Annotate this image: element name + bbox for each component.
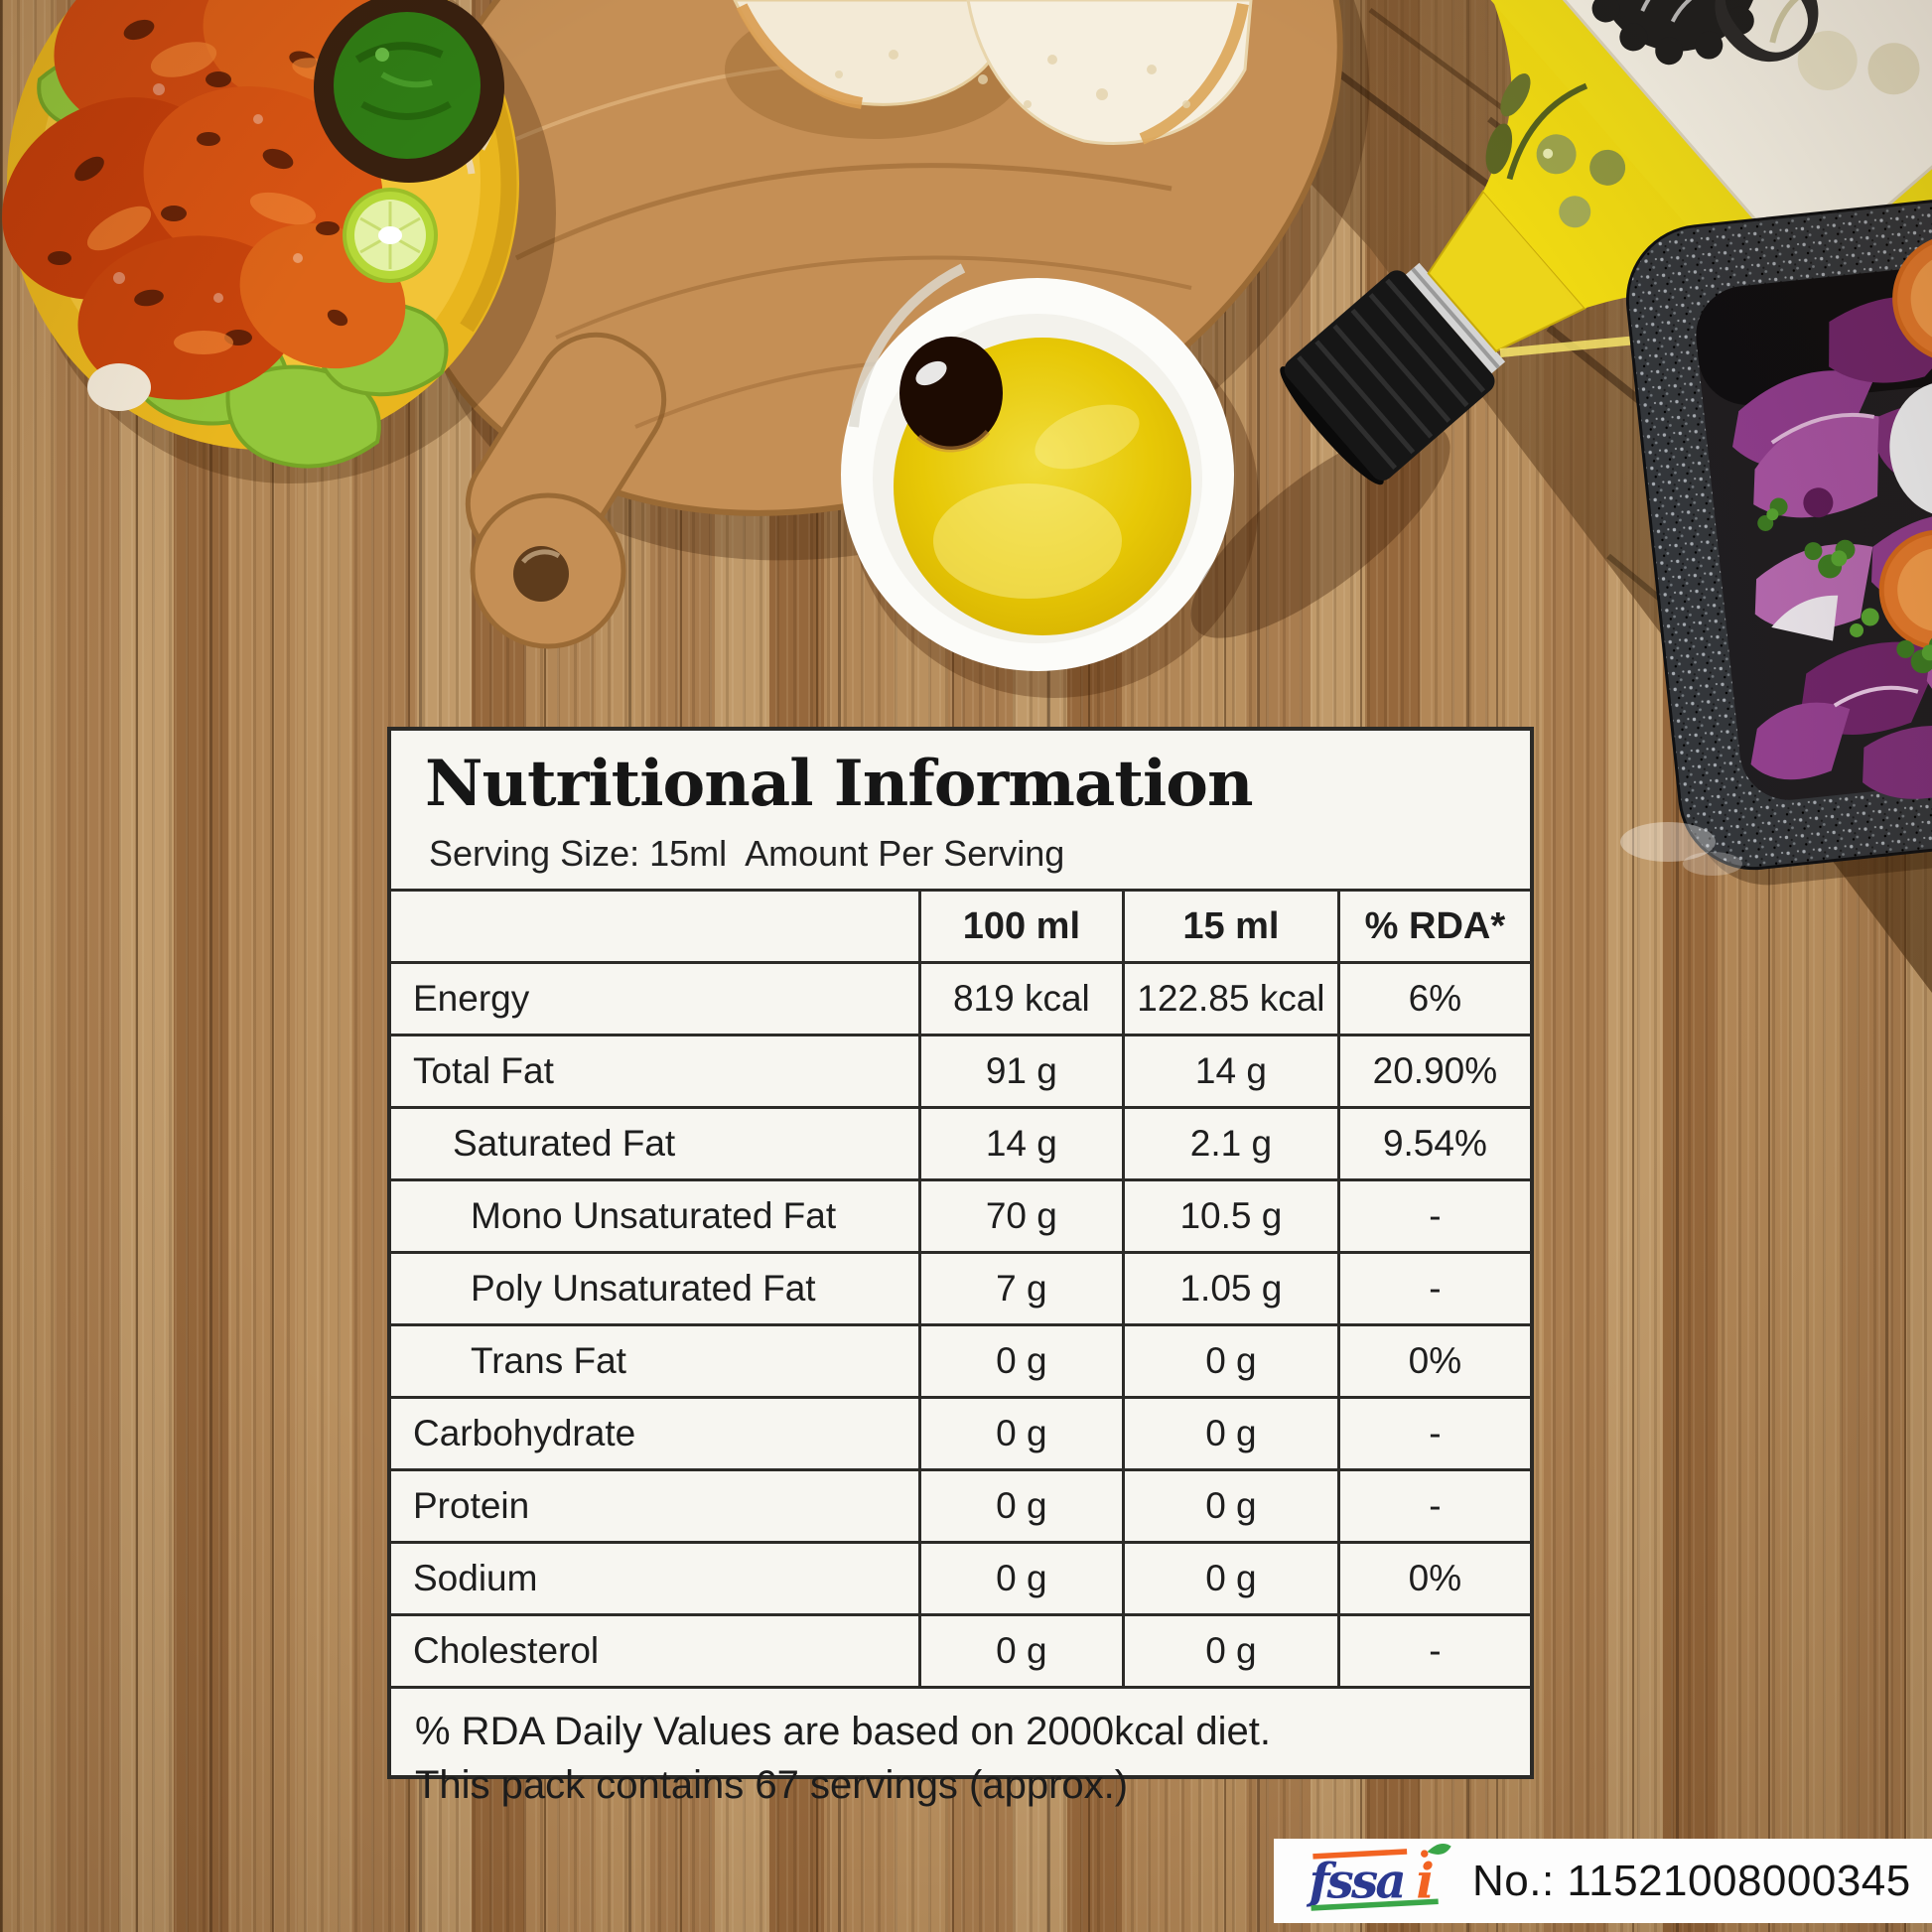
value-15ml: 0 g bbox=[1122, 1613, 1340, 1688]
nutrient-label: Total Fat bbox=[389, 1034, 921, 1109]
salad-tray bbox=[1620, 175, 1932, 886]
nutrient-label: Cholesterol bbox=[389, 1613, 921, 1688]
value-rda: - bbox=[1336, 1613, 1532, 1688]
value-15ml: 1.05 g bbox=[1122, 1251, 1340, 1326]
nutrition-table-wrap: 100 ml 15 ml% RDA* Energy 819 kcal 122.85 k… bbox=[389, 889, 1532, 1689]
nutrition-table: 100 ml 15 ml% RDA* Energy 819 kcal 122.85 k… bbox=[389, 890, 1532, 1688]
value-100ml: 819 kcal bbox=[917, 961, 1126, 1036]
tandoori-chicken-plate bbox=[2, 0, 556, 483]
value-15ml: 2.1 g bbox=[1122, 1106, 1340, 1181]
carrot-slices bbox=[1878, 234, 1932, 650]
green-chutney-bowl bbox=[314, 0, 504, 183]
table-row: Energy 819 kcal 122.85 kcal 6% bbox=[389, 961, 1532, 1036]
value-100ml: 14 g bbox=[917, 1106, 1126, 1181]
fssai-license-number: No.: 11521008000345 bbox=[1472, 1856, 1911, 1905]
flour-smudge bbox=[1683, 852, 1742, 876]
lime-slice bbox=[343, 188, 438, 283]
nutrient-label: Protein bbox=[389, 1468, 921, 1544]
header-cell-0 bbox=[389, 890, 921, 964]
fssai-logo-bottom-bar bbox=[1311, 1897, 1439, 1911]
value-15ml: 0 g bbox=[1122, 1541, 1340, 1616]
value-rda: 20.90% bbox=[1336, 1034, 1532, 1109]
value-15ml: 0 g bbox=[1122, 1396, 1340, 1471]
table-row: Total Fat 91 g 14 g 20.90% bbox=[389, 1034, 1532, 1109]
header-row: 100 ml 15 ml% RDA* bbox=[389, 890, 1532, 964]
onion-chunk bbox=[1889, 381, 1932, 517]
value-100ml: 0 g bbox=[917, 1468, 1126, 1544]
value-15ml: 0 g bbox=[1122, 1323, 1340, 1399]
olive-oil-bottle: O bbox=[1190, 0, 1932, 638]
bottle-label-olive-art bbox=[1769, 0, 1920, 95]
value-100ml: 70 g bbox=[917, 1178, 1126, 1254]
value-100ml: 0 g bbox=[917, 1323, 1126, 1399]
value-100ml: 0 g bbox=[917, 1613, 1126, 1688]
fssai-logo-text: fssa bbox=[1307, 1854, 1404, 1909]
bottle-badge bbox=[1591, 0, 1759, 66]
header-cell-1: 100 ml bbox=[917, 890, 1126, 964]
fssai-logo-i: i bbox=[1416, 1854, 1434, 1909]
value-15ml: 10.5 g bbox=[1122, 1178, 1340, 1254]
value-rda: 6% bbox=[1336, 961, 1532, 1036]
nutrient-label: Energy bbox=[389, 961, 921, 1036]
nutrient-label: Poly Unsaturated Fat bbox=[389, 1251, 921, 1326]
value-rda: - bbox=[1336, 1178, 1532, 1254]
header-cell-2: 15 ml bbox=[1122, 890, 1340, 964]
footnote-line-1: % RDA Daily Values are based on 2000kcal… bbox=[415, 1710, 1271, 1753]
bread-slices bbox=[725, 0, 1253, 146]
fssai-strip: fssa i No.: 11521008000345 bbox=[1274, 1839, 1932, 1923]
bottle-label bbox=[1551, 0, 1932, 276]
bowl-of-olive-oil bbox=[841, 263, 1259, 698]
table-row: Poly Unsaturated Fat 7 g 1.05 g- bbox=[389, 1251, 1532, 1326]
serving-size-line: Serving Size: 15ml Amount Per Serving bbox=[429, 833, 1065, 874]
bottle-olive-sprig bbox=[1485, 73, 1626, 228]
footnote: % RDA Daily Values are based on 2000kcal… bbox=[415, 1705, 1530, 1812]
fssai-leaf-dot bbox=[1421, 1849, 1429, 1858]
parsley bbox=[1757, 497, 1932, 674]
black-olive bbox=[899, 337, 1003, 453]
value-100ml: 0 g bbox=[917, 1541, 1126, 1616]
value-100ml: 91 g bbox=[917, 1034, 1126, 1109]
nutrient-label: Saturated Fat bbox=[389, 1106, 921, 1181]
footnote-line-2: This pack contains 67 servings (approx.) bbox=[415, 1763, 1129, 1807]
nutrition-table-body: Energy 819 kcal 122.85 kcal 6% Total Fat 91 g… bbox=[389, 961, 1532, 1688]
header-cell-3: % RDA* bbox=[1336, 890, 1532, 964]
value-15ml: 14 g bbox=[1122, 1034, 1340, 1109]
nutrient-label: Trans Fat bbox=[389, 1323, 921, 1399]
value-rda: - bbox=[1336, 1251, 1532, 1326]
value-rda: 0% bbox=[1336, 1323, 1532, 1399]
nutrient-label: Sodium bbox=[389, 1541, 921, 1616]
nutrient-label: Carbohydrate bbox=[389, 1396, 921, 1471]
value-rda: - bbox=[1336, 1396, 1532, 1471]
table-row: Saturated Fat 14 g 2.1 g 9.54% bbox=[389, 1106, 1532, 1181]
value-100ml: 7 g bbox=[917, 1251, 1126, 1326]
value-15ml: 122.85 kcal bbox=[1122, 961, 1340, 1036]
value-rda: 9.54% bbox=[1336, 1106, 1532, 1181]
nutrition-table-head: 100 ml 15 ml% RDA* bbox=[389, 890, 1532, 964]
value-rda: - bbox=[1336, 1468, 1532, 1544]
nutrition-panel: Nutritional Information Serving Size: 15… bbox=[387, 727, 1534, 1807]
fssai-leaf-icon bbox=[1427, 1843, 1451, 1855]
flour-smudge bbox=[1620, 822, 1716, 862]
value-15ml: 0 g bbox=[1122, 1468, 1340, 1544]
nutrient-label: Mono Unsaturated Fat bbox=[389, 1178, 921, 1254]
value-100ml: 0 g bbox=[917, 1396, 1126, 1471]
panel-title: Nutritional Information bbox=[425, 747, 1253, 821]
table-row: Mono Unsaturated Fat 70 g 10.5 g- bbox=[389, 1178, 1532, 1254]
fssai-logo: fssa i bbox=[1307, 1843, 1451, 1911]
value-rda: 0% bbox=[1336, 1541, 1532, 1616]
fssai-logo-top-bar bbox=[1312, 1848, 1408, 1860]
